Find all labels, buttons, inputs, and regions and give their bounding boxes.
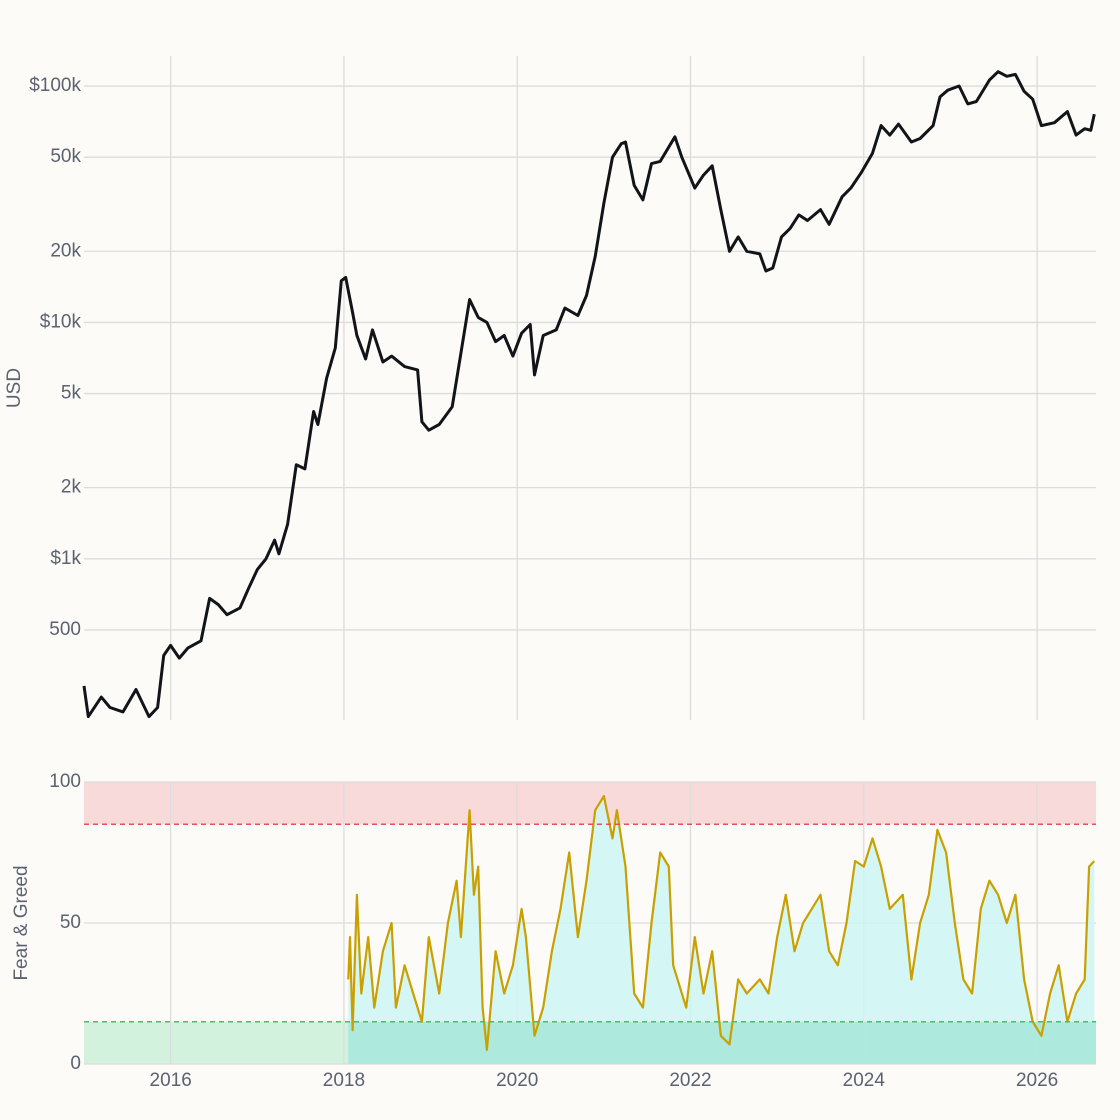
y-tick-label: $10k [40,311,82,332]
x-tick-label: 2026 [1016,1070,1058,1091]
x-tick-label: 2018 [323,1070,365,1091]
y-tick-label: 2k [61,477,82,498]
y-tick-label: 5k [61,383,82,404]
line [82,70,1096,719]
x-tick-label: 2020 [496,1070,538,1091]
y-tick-label: 50 [60,912,81,933]
x-tick-label: 2024 [843,1070,886,1091]
zone-band [84,782,1096,825]
y-axis-label: USD [4,368,25,408]
y-tick-label: $100k [29,75,81,96]
y-tick-label: 500 [49,619,81,640]
zone-overlap [348,1021,1097,1064]
y-tick-label: 50k [50,146,81,167]
y-axis-label: Fear & Greed [11,865,32,980]
x-tick-label: 2022 [669,1070,711,1091]
y-tick-label: $1k [50,548,81,569]
area-fill [348,796,1095,1064]
y-tick-label: 20k [50,240,81,261]
line [347,795,1096,1051]
x-tick-label: 2016 [150,1070,192,1091]
y-tick-label: 0 [70,1053,81,1074]
y-tick-label: 100 [49,771,81,792]
